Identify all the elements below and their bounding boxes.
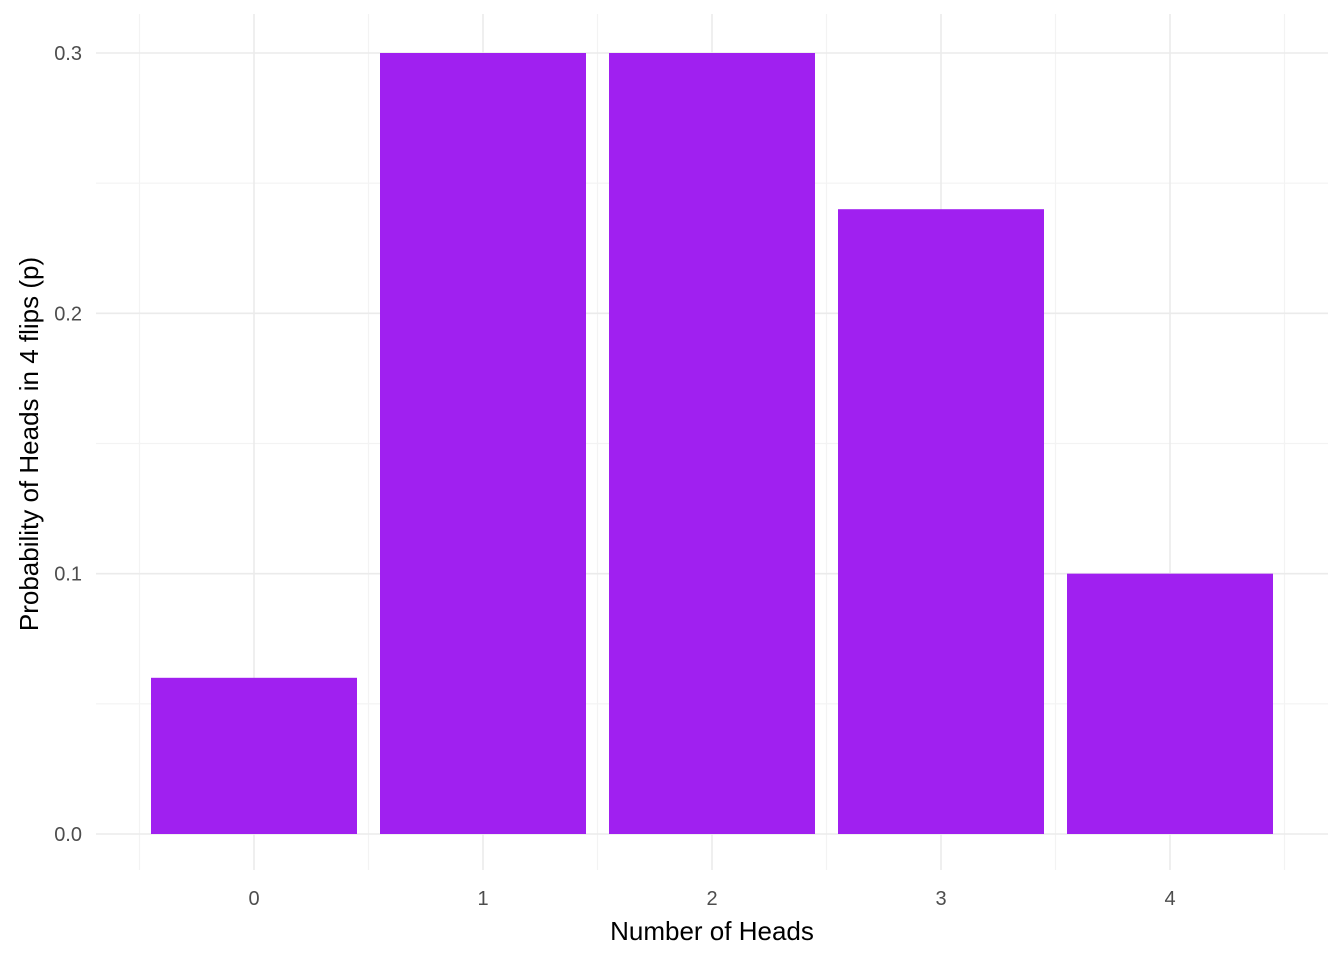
y-axis-title: Probability of Heads in 4 flips (p) bbox=[14, 257, 44, 631]
x-tick-label: 0 bbox=[248, 888, 259, 910]
x-tick-labels: 0 1 2 3 4 bbox=[248, 888, 1175, 910]
bar bbox=[1067, 573, 1273, 834]
y-tick-label: 0.3 bbox=[54, 43, 82, 65]
bars bbox=[151, 53, 1273, 834]
y-tick-label: 0.2 bbox=[54, 303, 82, 325]
bar bbox=[838, 209, 1044, 834]
x-tick-label: 4 bbox=[1164, 888, 1175, 910]
y-tick-label: 0.0 bbox=[54, 824, 82, 846]
y-tick-label: 0.1 bbox=[54, 564, 82, 586]
x-tick-label: 3 bbox=[935, 888, 946, 910]
x-tick-label: 2 bbox=[706, 888, 717, 910]
x-tick-label: 1 bbox=[477, 888, 488, 910]
bar bbox=[380, 53, 586, 834]
y-tick-labels: 0.0 0.1 0.2 0.3 bbox=[54, 43, 82, 846]
bar bbox=[609, 53, 815, 834]
x-axis-title: Number of Heads bbox=[610, 916, 814, 946]
bar bbox=[151, 677, 357, 834]
